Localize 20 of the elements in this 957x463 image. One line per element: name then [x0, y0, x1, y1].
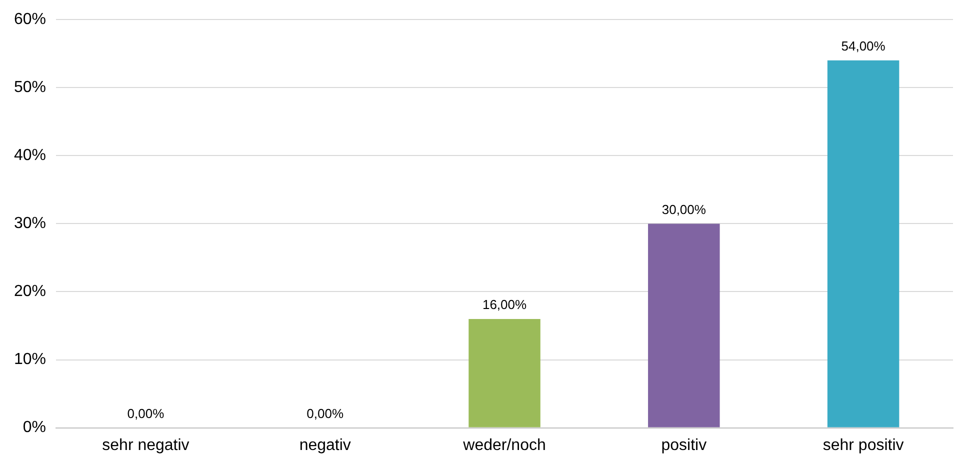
bar: [648, 224, 720, 428]
y-tick-label: 20%: [14, 283, 46, 300]
y-tick-label: 10%: [14, 351, 46, 368]
bar: [468, 318, 540, 428]
y-tick-label: 0%: [22, 419, 46, 436]
bar: [827, 60, 900, 428]
data-label: 0,00%: [127, 406, 165, 421]
x-tick-label: negativ: [299, 436, 351, 454]
x-tick-label: weder/noch: [462, 436, 546, 454]
y-tick-label: 50%: [14, 79, 46, 96]
x-tick-label: positiv: [661, 436, 707, 454]
x-tick-label: sehr positiv: [822, 436, 904, 454]
data-label: 16,00%: [482, 297, 527, 312]
data-label: 54,00%: [841, 38, 886, 54]
data-label: 30,00%: [662, 202, 706, 217]
y-tick-label: 30%: [14, 215, 46, 232]
y-tick-label: 40%: [14, 147, 46, 164]
y-tick-label: 60%: [14, 11, 46, 28]
x-tick-label: sehr negativ: [102, 436, 190, 454]
data-label: 0,00%: [306, 406, 344, 421]
